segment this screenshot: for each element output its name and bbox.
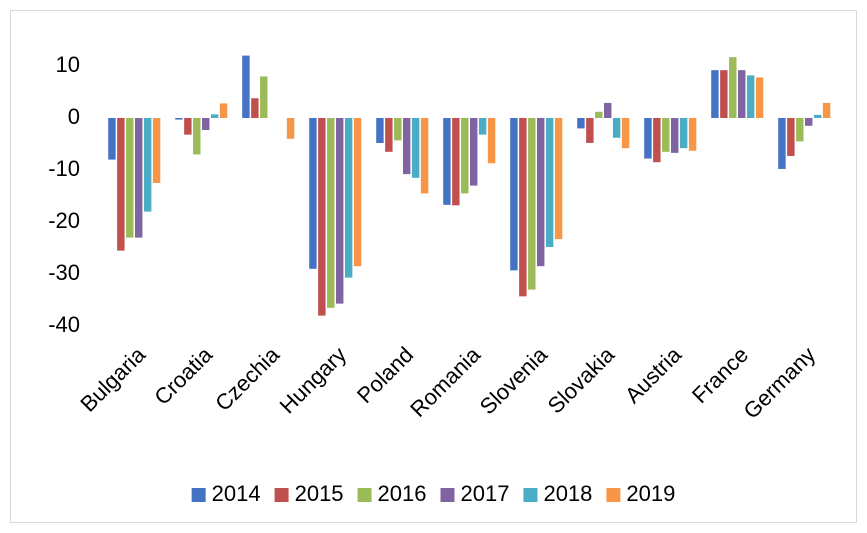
bar	[443, 118, 451, 205]
bar	[510, 118, 518, 271]
bar	[586, 118, 594, 143]
bar	[729, 57, 737, 118]
bar	[746, 75, 755, 118]
legend-swatch	[274, 488, 289, 502]
legend-label: 2014	[212, 481, 261, 506]
bar	[662, 118, 670, 152]
bar	[653, 118, 661, 163]
bar	[344, 118, 353, 278]
bar	[327, 118, 335, 308]
bar	[545, 118, 554, 247]
bar	[143, 118, 152, 212]
bar	[461, 118, 469, 194]
bar	[805, 118, 813, 126]
bar	[117, 118, 125, 251]
bar	[202, 118, 210, 130]
bar	[376, 118, 384, 143]
bar	[796, 118, 804, 142]
legend-label: 2016	[378, 481, 427, 506]
bar	[210, 114, 219, 118]
bar	[126, 118, 134, 238]
bar	[242, 55, 250, 118]
bar	[394, 118, 402, 141]
bar	[470, 118, 478, 186]
bar	[152, 118, 161, 183]
bar	[671, 118, 679, 153]
bar	[336, 118, 344, 304]
bar	[353, 118, 362, 267]
bar	[478, 118, 487, 135]
y-tick-label: -10	[48, 156, 80, 181]
bar	[537, 118, 545, 267]
bar	[420, 118, 429, 194]
bar	[813, 114, 822, 118]
bar	[720, 70, 728, 118]
bar	[519, 118, 527, 297]
bar	[108, 118, 116, 160]
bar	[778, 118, 786, 169]
bar	[554, 118, 563, 240]
bar	[595, 111, 603, 118]
bar	[822, 102, 831, 118]
bar	[755, 77, 764, 118]
legend-label: 2015	[295, 481, 344, 506]
y-tick-label: 10	[56, 52, 80, 77]
bar	[260, 76, 268, 118]
legend-swatch	[191, 488, 206, 502]
legend-label: 2018	[543, 481, 592, 506]
bar	[688, 118, 697, 151]
bar	[286, 118, 295, 139]
legend-label: 2019	[626, 481, 675, 506]
bar	[184, 118, 192, 135]
bar	[577, 118, 585, 129]
y-tick-label: 0	[68, 104, 80, 129]
bar	[403, 118, 411, 175]
bar	[787, 118, 795, 156]
bar	[711, 70, 719, 118]
bar	[411, 118, 420, 178]
bar	[452, 118, 460, 206]
bar	[251, 98, 259, 118]
bar	[309, 118, 317, 269]
bar	[612, 118, 621, 138]
legend-swatch	[523, 488, 538, 502]
bar	[621, 118, 630, 149]
bar	[193, 118, 201, 155]
bar	[604, 102, 612, 118]
bar	[679, 118, 688, 149]
bar	[487, 118, 496, 164]
legend-swatch	[357, 488, 372, 502]
bar	[528, 118, 536, 290]
y-tick-label: -30	[48, 260, 80, 285]
bar	[318, 118, 326, 316]
bar	[644, 118, 652, 159]
legend-swatch	[440, 488, 455, 502]
bar	[738, 70, 746, 118]
bar	[385, 118, 393, 152]
y-tick-label: -20	[48, 208, 80, 233]
legend-label: 2017	[461, 481, 510, 506]
bar	[219, 103, 228, 118]
legend-swatch	[606, 488, 621, 502]
y-tick-label: -40	[48, 312, 80, 337]
bar	[175, 118, 183, 120]
bar	[135, 118, 143, 238]
